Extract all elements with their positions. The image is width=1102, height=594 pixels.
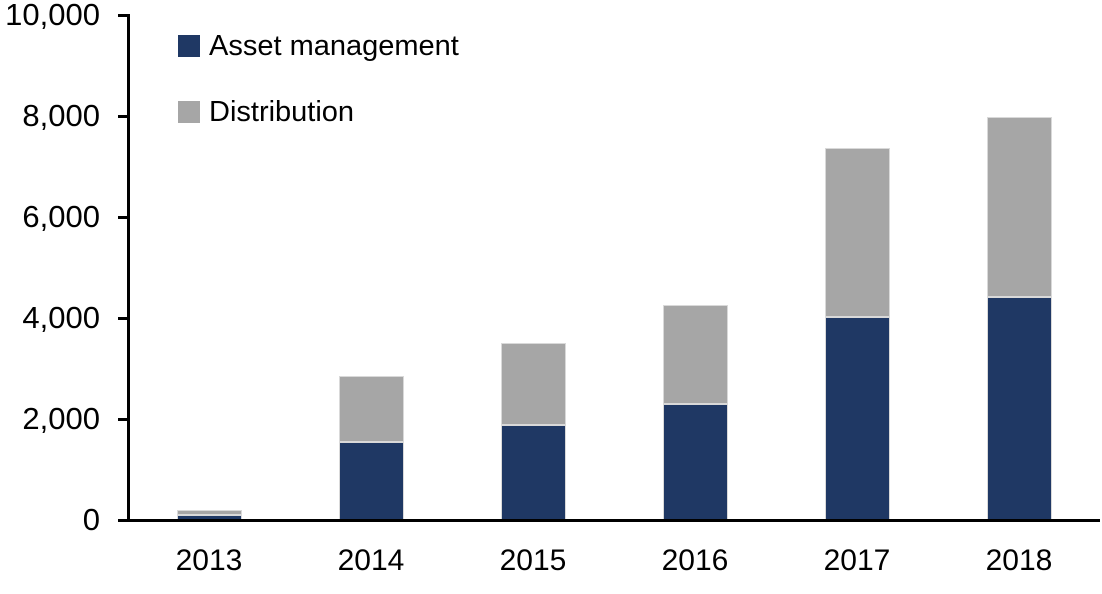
- y-tick-mark: [118, 114, 128, 118]
- legend-item-asset-management: Asset management: [178, 31, 459, 61]
- legend-label-distribution: Distribution: [209, 96, 355, 128]
- bar-segment-asset-management-2018: [986, 296, 1052, 520]
- bar-group-2014: [338, 376, 404, 520]
- y-tick-label-2-000: 2,000: [22, 401, 100, 436]
- y-tick-mark: [118, 518, 128, 522]
- y-tick-label-10-000: 10,000: [5, 0, 100, 32]
- bar-group-2017: [824, 147, 890, 520]
- bar-segment-distribution-2017: [824, 147, 890, 317]
- bar-segment-distribution-2018: [986, 117, 1052, 297]
- legend-swatch-asset-management-icon: [178, 35, 200, 57]
- bar-segment-asset-management-2015: [500, 424, 566, 520]
- bar-segment-asset-management-2016: [662, 403, 728, 520]
- y-tick-label-8-000: 8,000: [22, 98, 100, 133]
- x-tick-label-2014: 2014: [337, 544, 405, 577]
- x-tick-label-2015: 2015: [499, 544, 567, 577]
- legend-label-asset-management: Asset management: [209, 30, 459, 62]
- bar-segment-distribution-2014: [338, 376, 404, 442]
- x-tick-label-2016: 2016: [661, 544, 729, 577]
- x-tick-label-2018: 2018: [985, 544, 1053, 577]
- x-tick-label-2017: 2017: [823, 544, 891, 577]
- y-tick-label-4-000: 4,000: [22, 300, 100, 335]
- bar-group-2016: [662, 305, 728, 520]
- y-tick-label-0: 0: [82, 502, 100, 537]
- bar-segment-distribution-2013: [176, 510, 242, 515]
- x-axis-line: [118, 519, 1100, 522]
- bar-segment-asset-management-2014: [338, 441, 404, 520]
- bar-segment-asset-management-2017: [824, 317, 890, 520]
- y-tick-mark: [118, 417, 128, 421]
- y-tick-mark: [118, 215, 128, 219]
- bar-group-2015: [500, 343, 566, 520]
- legend-swatch-distribution-icon: [178, 101, 200, 123]
- x-tick-label-2013: 2013: [175, 544, 243, 577]
- y-tick-mark: [118, 13, 128, 17]
- y-axis-line: [127, 14, 130, 522]
- legend-item-distribution: Distribution: [178, 97, 354, 127]
- y-tick-label-6-000: 6,000: [22, 199, 100, 234]
- y-tick-mark: [118, 316, 128, 320]
- bar-segment-distribution-2016: [662, 305, 728, 404]
- bar-group-2018: [986, 117, 1052, 520]
- bar-segment-distribution-2015: [500, 343, 566, 425]
